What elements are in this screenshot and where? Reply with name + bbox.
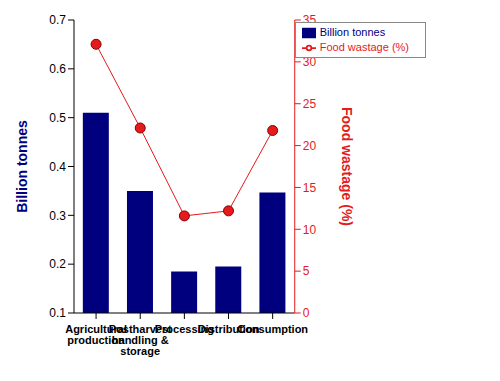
svg-text:10: 10 (303, 223, 317, 237)
svg-text:0.7: 0.7 (49, 13, 66, 27)
svg-text:25: 25 (303, 97, 317, 111)
svg-text:20: 20 (303, 139, 317, 153)
html-text:production: production (67, 333, 125, 346)
html-text:Agricultural: Agricultural (65, 322, 127, 335)
html-text:Billion tonnes: Billion tonnes (319, 26, 386, 38)
html-text:Food wastage (%): Food wastage (%) (319, 41, 409, 54)
svg-text:0: 0 (303, 306, 310, 320)
svg-text:0.2: 0.2 (49, 257, 66, 271)
svg-text:Food wastage (%): Food wastage (%) (339, 107, 355, 226)
svg-text:Billion tonnes: Billion tonnes (14, 120, 30, 213)
svg-text:0.1: 0.1 (49, 306, 66, 320)
svg-text:Distribution: Distribution (197, 322, 260, 335)
svg-text:15: 15 (303, 181, 317, 195)
html-text:storage: storage (120, 344, 161, 357)
svg-text:0.6: 0.6 (49, 62, 66, 76)
svg-text:0.5: 0.5 (49, 111, 66, 125)
svg-text:30: 30 (303, 55, 317, 69)
svg-text:0.4: 0.4 (49, 160, 66, 174)
svg-text:5: 5 (303, 264, 310, 278)
svg-text:0.3: 0.3 (49, 209, 66, 223)
svg-text:Consumption: Consumption (237, 323, 308, 335)
html-text:handling &: handling & (111, 333, 169, 346)
svg-text:Processing: Processing (154, 322, 214, 335)
svg-text:35: 35 (303, 13, 317, 27)
html-text:Postharvest: Postharvest (108, 322, 172, 335)
